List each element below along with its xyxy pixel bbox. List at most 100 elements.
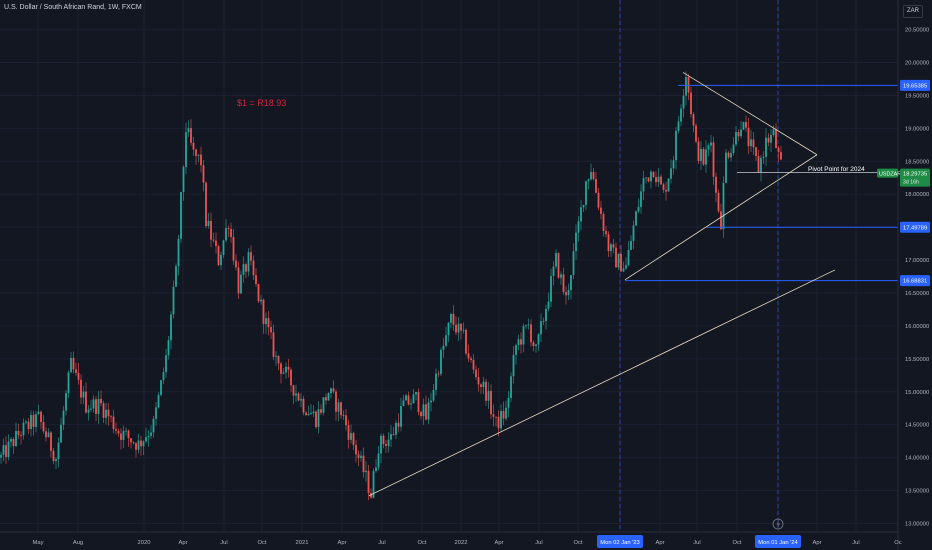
candle-up xyxy=(617,254,620,268)
level-price-badge xyxy=(900,275,930,287)
candle-down xyxy=(195,149,197,156)
candle-down xyxy=(775,129,777,148)
price-annotation[interactable]: $1 = R18.93 xyxy=(237,98,287,108)
candle-down xyxy=(737,132,740,137)
trend-line-upper[interactable] xyxy=(682,72,818,156)
x-tick-label: Oct xyxy=(257,540,266,546)
candle-up xyxy=(57,442,60,460)
candle-down xyxy=(27,421,30,429)
candle-down xyxy=(130,438,132,443)
candle-down xyxy=(305,412,307,416)
candle-down xyxy=(257,284,260,302)
candle-down xyxy=(520,339,522,345)
candle-up xyxy=(505,407,507,419)
candle-down xyxy=(345,415,347,426)
candle-up xyxy=(22,422,25,436)
candle-up xyxy=(330,388,332,394)
candle-up xyxy=(285,366,287,373)
candle-down xyxy=(272,332,275,357)
candle-down xyxy=(352,433,355,445)
candle-up xyxy=(570,275,572,290)
candle-down xyxy=(5,445,7,458)
candle-up xyxy=(375,467,377,472)
candle-down xyxy=(495,416,497,418)
candle-down xyxy=(110,416,112,418)
level-price-badge xyxy=(900,79,930,91)
trend-line-lower[interactable] xyxy=(624,154,818,281)
candle-up xyxy=(525,325,527,327)
candle-up xyxy=(510,376,512,398)
candle-up xyxy=(772,129,775,135)
candle-up xyxy=(125,430,127,432)
candle-up xyxy=(7,441,10,458)
candle-up xyxy=(185,132,187,167)
candle-up xyxy=(97,398,100,414)
candle-down xyxy=(357,454,360,458)
candle-down xyxy=(592,172,595,179)
candle-up xyxy=(240,274,242,294)
candle-down xyxy=(230,229,232,238)
candle-up xyxy=(762,156,765,158)
candle-up xyxy=(577,221,580,233)
candle-up xyxy=(390,434,392,440)
candle-up xyxy=(82,391,85,398)
currency-button[interactable]: ZAR xyxy=(903,5,923,18)
current-price-badge xyxy=(900,168,930,187)
candle-up xyxy=(160,380,162,395)
candle-down xyxy=(470,358,472,360)
candle-up xyxy=(575,232,577,252)
candle-down xyxy=(77,372,80,380)
candle-up xyxy=(197,154,200,156)
candle-up xyxy=(580,207,582,222)
candle-down xyxy=(715,176,717,193)
candle-down xyxy=(252,260,255,276)
candle-up xyxy=(680,108,682,122)
trend-lines[interactable] xyxy=(368,72,836,497)
candle-up xyxy=(552,266,555,276)
candle-up xyxy=(207,220,210,227)
candle-up xyxy=(312,411,315,414)
candle-up xyxy=(147,435,150,438)
candle-up xyxy=(2,445,5,455)
candle-up xyxy=(25,421,27,423)
candle-down xyxy=(702,148,705,165)
candle-down xyxy=(212,239,215,241)
candle-down xyxy=(342,415,345,416)
candle-down xyxy=(497,416,500,429)
candle-up xyxy=(635,211,637,226)
candle-up xyxy=(122,430,125,440)
time-axis[interactable]: May Aug 2020 Apr Jul Oct 2021 Apr Jul Oct 2022 Apr J… xyxy=(33,535,902,548)
candle-down xyxy=(302,398,305,413)
candle-up xyxy=(322,397,325,413)
candle-down xyxy=(52,450,55,462)
candle-down xyxy=(652,171,655,178)
lightning-icon[interactable] xyxy=(772,518,784,530)
level-price-label: 17.49789 xyxy=(903,225,927,231)
x-tick-label: Apr xyxy=(812,540,821,546)
candle-up xyxy=(182,166,185,193)
horizontal-levels[interactable]: Pivot Point for 2024 xyxy=(625,84,898,282)
candle-up xyxy=(410,403,412,405)
candle-up xyxy=(512,354,515,377)
candle-down xyxy=(480,384,482,388)
candle-up xyxy=(402,400,405,406)
y-tick-label: 14.00000 xyxy=(905,456,929,462)
candle-up xyxy=(430,400,432,403)
trend-line-support[interactable] xyxy=(368,269,836,497)
candle-down xyxy=(262,299,265,325)
candle-up xyxy=(150,432,152,436)
candle-up xyxy=(90,408,92,410)
candle-up xyxy=(300,398,302,401)
candle-up xyxy=(572,251,575,276)
candle-up xyxy=(15,431,17,447)
candle-up xyxy=(500,411,502,429)
y-tick-label: 18.00000 xyxy=(905,192,929,198)
candle-up xyxy=(47,432,50,438)
candle-up xyxy=(165,355,167,373)
candle-up xyxy=(450,313,452,323)
price-labels: 19.6538518.2458817.4978916.68831USDZAR18… xyxy=(877,79,930,287)
candle-up xyxy=(282,372,285,374)
candle-down xyxy=(45,431,47,438)
